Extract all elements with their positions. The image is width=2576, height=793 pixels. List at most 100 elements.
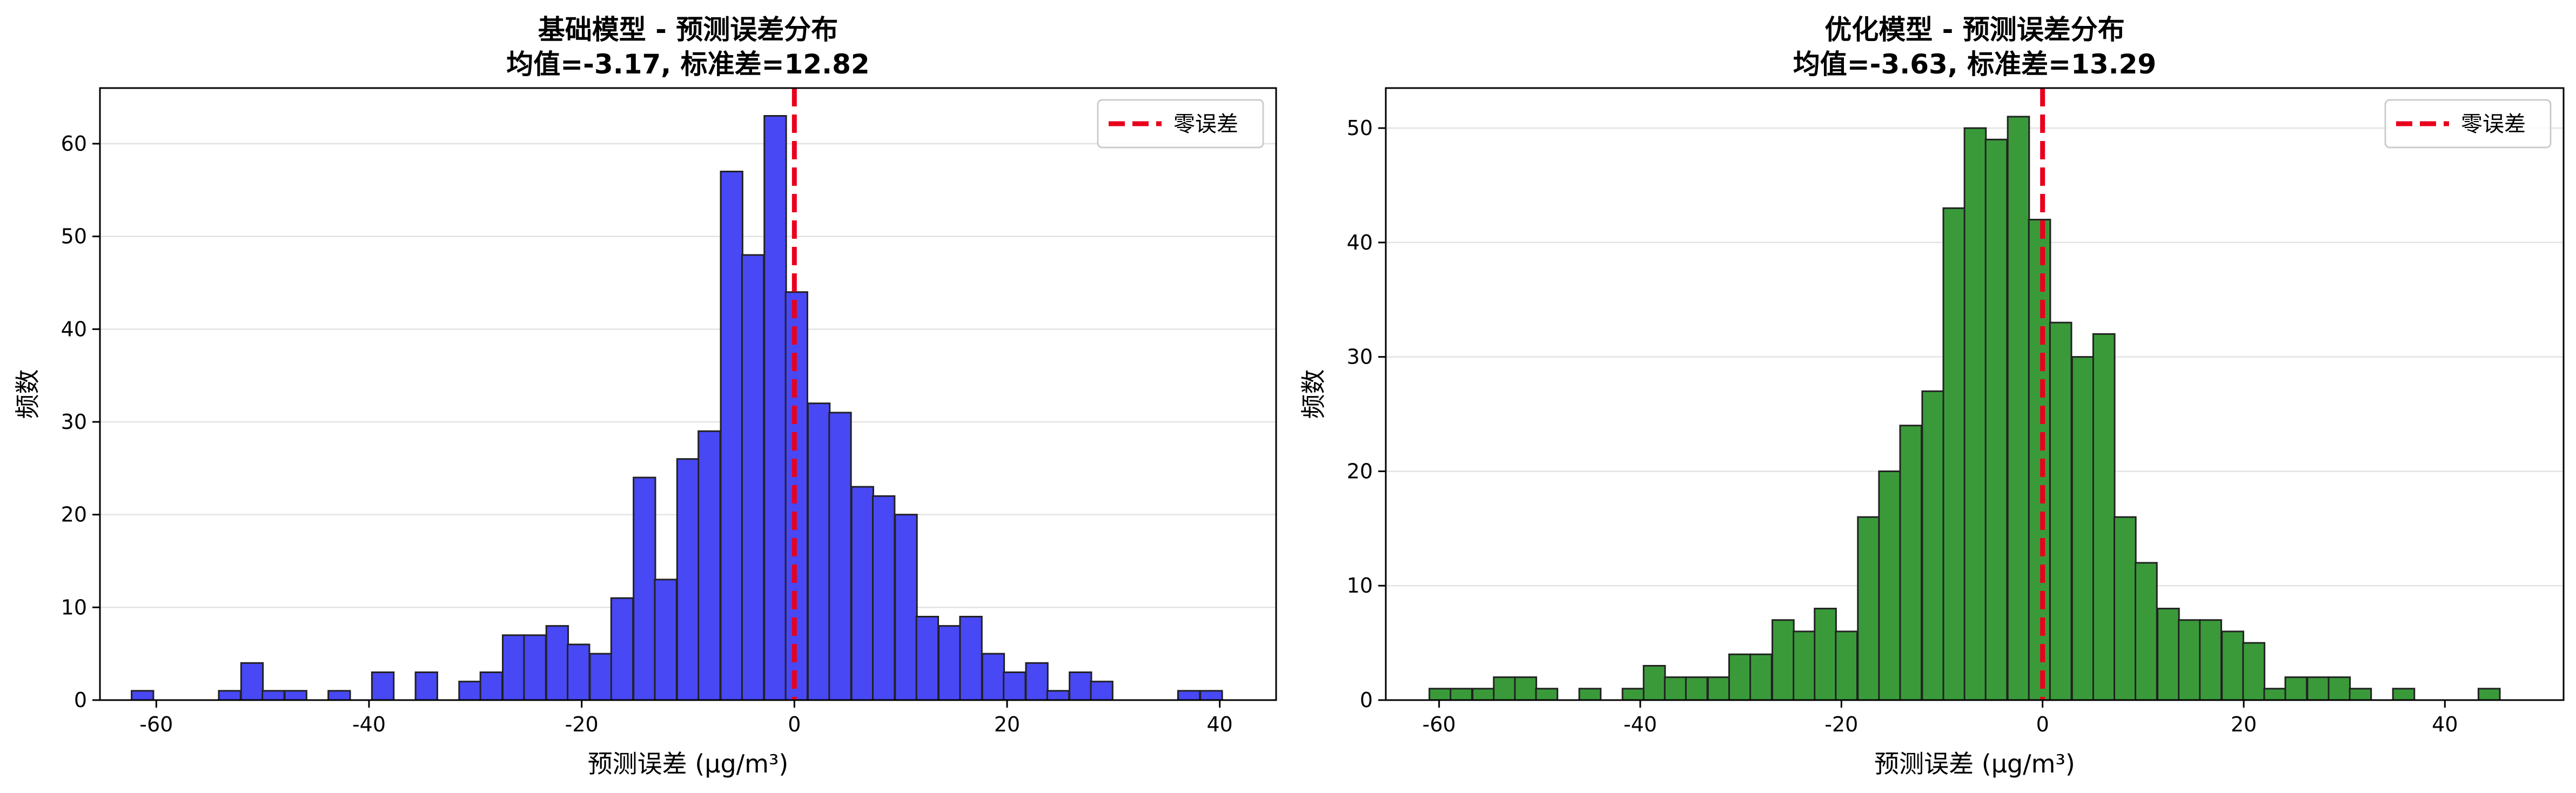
histogram-bar bbox=[676, 458, 700, 701]
x-tick-label: -40 bbox=[1624, 713, 1657, 736]
x-axis-label: 预测误差 (μg/m³) bbox=[1874, 749, 2075, 778]
histogram-bar bbox=[2284, 676, 2308, 701]
y-tick-label: 10 bbox=[1347, 574, 1373, 597]
histogram-bar bbox=[1025, 662, 1049, 701]
histogram-bar bbox=[458, 681, 482, 701]
histogram-bar bbox=[479, 671, 504, 701]
histogram-bar bbox=[567, 643, 591, 701]
x-axis-label: 预测误差 (μg/m³) bbox=[588, 749, 789, 778]
histogram-bar bbox=[1984, 138, 2008, 701]
histogram-bar bbox=[2349, 688, 2372, 701]
histogram-bar bbox=[2327, 676, 2351, 701]
histogram-bar bbox=[2071, 356, 2095, 701]
histogram-bar bbox=[2392, 688, 2416, 701]
chart-panel-2: -60 -40 -20 0 20 40 0 10 20 30 40 50 优化模型 - 预测误差分布均值… bbox=[1299, 14, 2565, 778]
histogram-bar bbox=[131, 690, 155, 701]
histogram-bar bbox=[523, 634, 547, 701]
x-tick-label: 0 bbox=[788, 713, 801, 736]
x-tick-label: -20 bbox=[1824, 713, 1858, 736]
y-tick-label: 20 bbox=[1347, 459, 1373, 483]
y-tick-label: 0 bbox=[74, 688, 87, 712]
y-tick-label: 30 bbox=[1347, 345, 1373, 369]
histogram-bar bbox=[1069, 671, 1092, 701]
x-tick-label: 20 bbox=[994, 713, 1020, 736]
histogram-bar bbox=[1003, 671, 1027, 701]
histogram-bar bbox=[763, 115, 787, 701]
histogram-bar bbox=[327, 690, 351, 701]
x-tick-label: 40 bbox=[1206, 713, 1232, 736]
x-tick-label: -60 bbox=[139, 713, 173, 736]
y-tick-label: 10 bbox=[61, 595, 87, 619]
y-tick-label: 40 bbox=[1347, 231, 1373, 254]
histogram-bar bbox=[1878, 470, 1902, 701]
histogram-bar bbox=[2092, 333, 2116, 701]
histogram-bar bbox=[2178, 619, 2201, 701]
histogram-bar bbox=[218, 690, 242, 701]
histogram-bar bbox=[2306, 676, 2330, 701]
histogram-bar bbox=[1942, 207, 1966, 701]
histogram-bar bbox=[414, 671, 438, 701]
y-tick-label: 50 bbox=[1347, 116, 1373, 140]
x-tick-label: -60 bbox=[1423, 713, 1456, 736]
histogram-bar bbox=[959, 616, 983, 701]
histogram-bar bbox=[2477, 688, 2501, 701]
chart-title: 优化模型 - 预测误差分布 bbox=[1824, 14, 2125, 45]
histogram-bar bbox=[850, 486, 874, 701]
axes-frame bbox=[99, 87, 1277, 701]
x-tick-label: 40 bbox=[2432, 713, 2458, 736]
histogram-bar bbox=[2135, 562, 2158, 701]
histogram-bar bbox=[1450, 688, 1473, 701]
histogram-bar bbox=[1663, 676, 1687, 701]
histogram-bar bbox=[1835, 630, 1858, 701]
chart-title: 基础模型 - 预测误差分布 bbox=[538, 14, 838, 45]
histogram-bar bbox=[1857, 516, 1880, 701]
histogram-bar bbox=[1899, 425, 1923, 701]
histogram-bar bbox=[1685, 676, 1708, 701]
histogram-bar bbox=[1514, 676, 1538, 701]
legend-label: 零误差 bbox=[2461, 112, 2526, 137]
histogram-bar bbox=[610, 597, 634, 701]
histogram-bar bbox=[828, 412, 852, 701]
histogram-bar bbox=[1472, 688, 1495, 701]
legend-box bbox=[1097, 99, 1264, 149]
histogram-bar bbox=[2263, 688, 2287, 701]
histogram-bar bbox=[1090, 681, 1113, 701]
histogram-bar bbox=[1772, 619, 1795, 701]
histogram-bar bbox=[240, 662, 264, 701]
histogram-bar bbox=[1428, 688, 1452, 701]
histogram-bar bbox=[1921, 390, 1945, 701]
histogram-bar bbox=[938, 625, 962, 701]
histogram-bar bbox=[545, 625, 569, 701]
histogram-bar bbox=[1493, 676, 1517, 701]
histogram-bar bbox=[872, 495, 896, 701]
histogram-bar bbox=[720, 171, 743, 701]
x-tick-label: -20 bbox=[565, 713, 599, 736]
y-tick-label: 30 bbox=[61, 410, 87, 434]
histogram-bar bbox=[2113, 516, 2137, 701]
histogram-bar bbox=[1046, 690, 1070, 701]
histogram-bar bbox=[2007, 116, 2030, 701]
histogram-bar bbox=[633, 476, 656, 701]
histogram-bar bbox=[697, 430, 721, 701]
histogram-bar bbox=[1177, 690, 1201, 701]
histogram-bar bbox=[654, 579, 677, 701]
x-tick-label: -40 bbox=[352, 713, 386, 736]
x-tick-label: 0 bbox=[2036, 713, 2049, 736]
histogram-bar bbox=[2221, 630, 2244, 701]
histogram-bar bbox=[915, 616, 940, 701]
histogram-bar bbox=[261, 690, 285, 701]
y-tick-label: 50 bbox=[61, 225, 87, 248]
legend: 零误差 bbox=[2384, 99, 2552, 149]
histogram-bar bbox=[1963, 127, 1987, 701]
x-tick-label: 20 bbox=[2231, 713, 2257, 736]
histogram-bar bbox=[371, 671, 395, 701]
histogram-bar bbox=[284, 690, 307, 701]
histogram-bar bbox=[894, 514, 918, 701]
chart-subtitle: 均值=-3.17, 标准差=12.82 bbox=[506, 49, 869, 80]
y-tick-label: 60 bbox=[61, 132, 87, 156]
histogram-bar bbox=[1793, 630, 1816, 701]
histogram-bar bbox=[2199, 619, 2222, 701]
histogram-bar bbox=[981, 653, 1005, 701]
histogram-bar bbox=[1199, 690, 1223, 701]
